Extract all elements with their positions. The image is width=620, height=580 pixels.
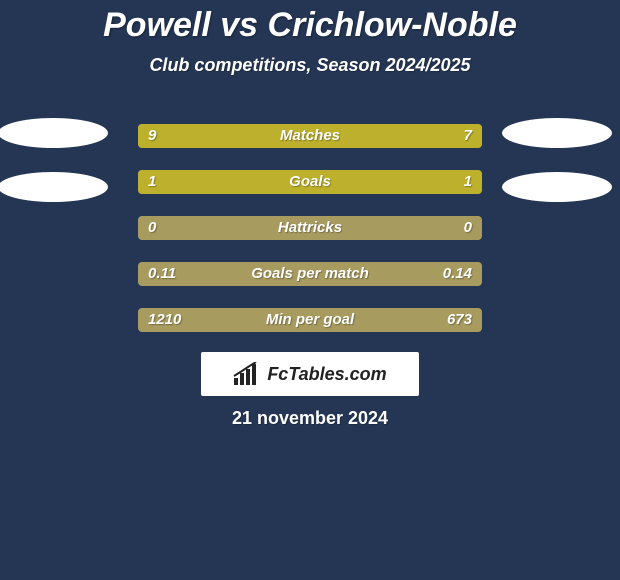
ellipse-placeholder xyxy=(502,118,612,148)
subtitle: Club competitions, Season 2024/2025 xyxy=(0,55,620,76)
page-title: Powell vs Crichlow-Noble xyxy=(0,0,620,45)
player-left-silhouettes xyxy=(0,118,118,226)
stat-row: 0.11 Goals per match 0.14 xyxy=(138,262,482,286)
site-logo: FcTables.com xyxy=(201,352,419,396)
stat-row: 9 Matches 7 xyxy=(138,124,482,148)
stat-label: Hattricks xyxy=(138,216,482,240)
stat-row: 1 Goals 1 xyxy=(138,170,482,194)
stat-label: Min per goal xyxy=(138,308,482,332)
stat-value-right: 0 xyxy=(464,216,472,240)
stat-label: Goals xyxy=(138,170,482,194)
ellipse-placeholder xyxy=(502,172,612,202)
stat-value-right: 673 xyxy=(447,308,472,332)
ellipse-placeholder xyxy=(0,172,108,202)
logo-text: FcTables.com xyxy=(267,364,386,385)
date-label: 21 november 2024 xyxy=(0,408,620,429)
comparison-infographic: Powell vs Crichlow-Noble Club competitio… xyxy=(0,0,620,580)
ellipse-placeholder xyxy=(0,118,108,148)
stat-rows: 9 Matches 7 1 Goals 1 0 Hattricks 0 0.11… xyxy=(138,124,482,354)
stat-row: 1210 Min per goal 673 xyxy=(138,308,482,332)
bar-spark-icon xyxy=(233,362,261,386)
stat-label: Matches xyxy=(138,124,482,148)
stat-value-right: 1 xyxy=(464,170,472,194)
stat-value-right: 0.14 xyxy=(443,262,472,286)
stat-value-right: 7 xyxy=(464,124,472,148)
player-right-silhouettes xyxy=(502,118,620,226)
stat-row: 0 Hattricks 0 xyxy=(138,216,482,240)
stat-label: Goals per match xyxy=(138,262,482,286)
